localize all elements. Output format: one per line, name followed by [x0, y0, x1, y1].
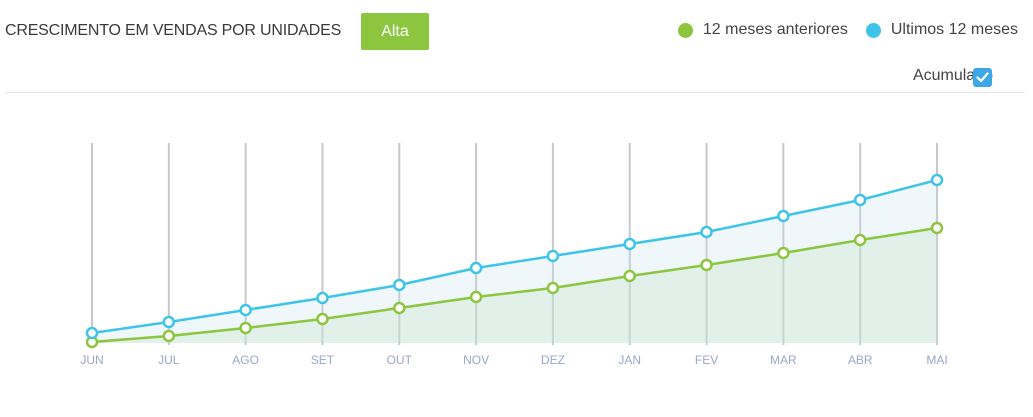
- x-tick-label-jul: JUL: [158, 353, 180, 367]
- legend: 12 meses anteriores Ultimos 12 meses: [660, 21, 1018, 39]
- x-tick-label-set: SET: [311, 353, 335, 367]
- point-current-mai: [930, 173, 944, 187]
- x-tick-label-fev: FEV: [695, 353, 718, 367]
- x-tick-label-abr: ABR: [848, 353, 873, 367]
- legend-dot-previous: [677, 22, 693, 38]
- x-tick-label-dez: DEZ: [541, 353, 565, 367]
- legend-label-previous: 12 meses anteriores: [702, 21, 848, 38]
- chart-title: CRESCIMENTO EM VENDAS POR UNIDADES: [5, 22, 342, 39]
- point-current-set: [316, 291, 329, 305]
- accumulated-label: Acumulado: [912, 67, 993, 84]
- point-previous-jan: [623, 269, 636, 283]
- checkmark-icon: [976, 72, 989, 83]
- point-previous-dez: [546, 281, 560, 295]
- point-previous-mai: [930, 221, 944, 235]
- x-tick-label-ago: AGO: [232, 353, 259, 367]
- accumulated-checkbox[interactable]: [973, 68, 992, 87]
- header-divider: [5, 92, 1025, 93]
- x-tick-label-mar: MAR: [770, 353, 797, 367]
- point-previous-abr: [853, 233, 867, 247]
- point-current-nov: [469, 261, 483, 275]
- point-previous-set: [316, 312, 329, 326]
- point-current-jul: [162, 315, 176, 329]
- trend-badge[interactable]: Alta: [361, 13, 429, 50]
- point-current-jan: [623, 237, 636, 251]
- series-area-previous: [92, 228, 937, 343]
- point-current-out: [393, 278, 406, 292]
- series-line-previous: [91, 226, 938, 344]
- x-tick-label-jan: JAN: [618, 353, 641, 367]
- legend-item-current[interactable]: Ultimos 12 meses: [865, 21, 1018, 39]
- point-current-ago: [239, 303, 252, 317]
- legend-item-previous[interactable]: 12 meses anteriores: [677, 21, 848, 39]
- point-previous-jul: [162, 329, 176, 343]
- point-current-fev: [700, 225, 713, 239]
- point-previous-ago: [239, 321, 252, 335]
- x-tick-label-jun: JUN: [80, 353, 103, 367]
- x-tick-label-nov: NOV: [463, 353, 489, 367]
- point-current-dez: [546, 249, 560, 263]
- point-previous-out: [393, 301, 406, 315]
- point-current-abr: [853, 193, 867, 207]
- legend-label-current: Ultimos 12 meses: [890, 21, 1018, 38]
- point-current-mar: [777, 209, 790, 223]
- point-previous-nov: [469, 290, 483, 304]
- legend-dot-current: [865, 22, 881, 38]
- x-tick-label-mai: MAI: [926, 353, 947, 367]
- x-tick-label-out: OUT: [387, 353, 413, 367]
- point-previous-fev: [700, 258, 713, 272]
- point-previous-mar: [777, 246, 790, 260]
- point-current-jun: [85, 326, 99, 340]
- series-line-current: [91, 178, 938, 335]
- chart-header: CRESCIMENTO EM VENDAS POR UNIDADES Alta …: [0, 0, 1033, 92]
